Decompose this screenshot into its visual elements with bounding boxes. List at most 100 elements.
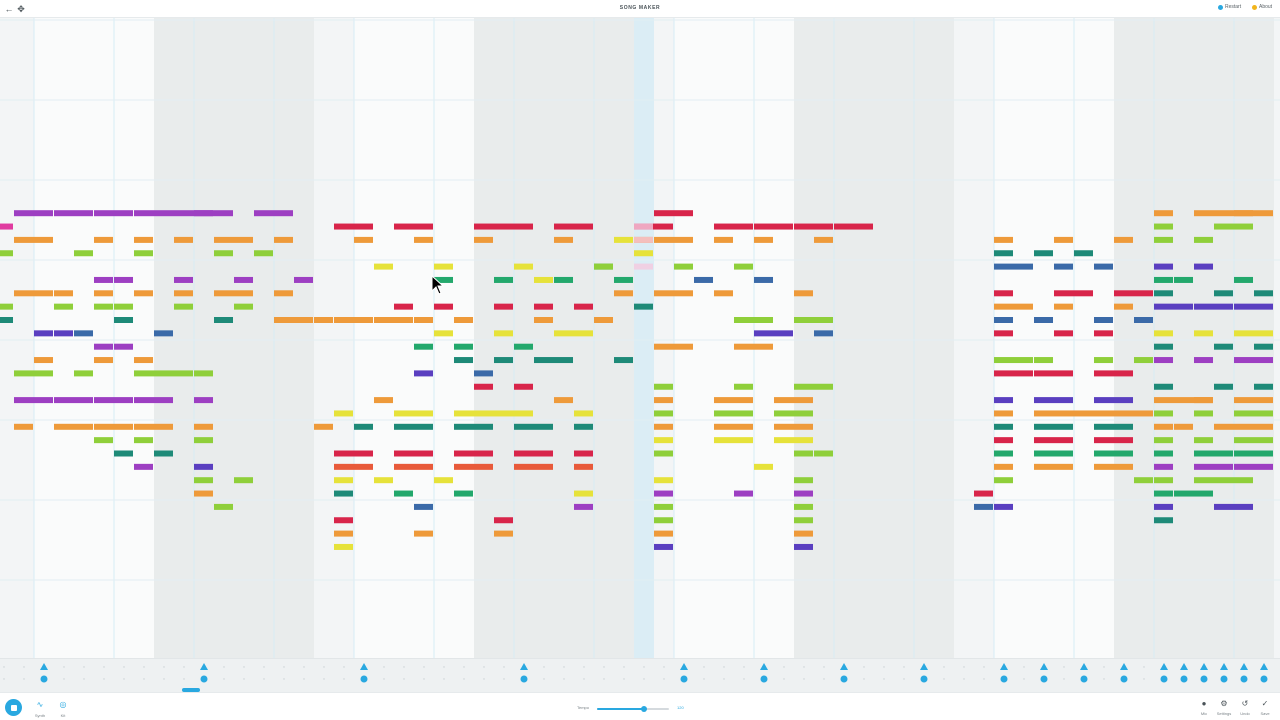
- percussion-empty-cell[interactable]: [983, 666, 985, 668]
- percussion-circle-note[interactable]: [1120, 675, 1128, 683]
- melody-note[interactable]: [234, 303, 253, 310]
- melody-note[interactable]: [354, 236, 373, 243]
- melody-note[interactable]: [1194, 477, 1253, 484]
- percussion-triangle-note[interactable]: [1040, 663, 1048, 670]
- melody-note[interactable]: [1054, 290, 1093, 297]
- percussion-empty-cell[interactable]: [963, 666, 965, 668]
- melody-note[interactable]: [1154, 343, 1173, 350]
- percussion-circle-note[interactable]: [1200, 675, 1208, 683]
- percussion-circle-note[interactable]: [1080, 675, 1088, 683]
- melody-note[interactable]: [334, 410, 353, 417]
- melody-note[interactable]: [0, 303, 13, 310]
- scrollbar-thumb[interactable]: [182, 688, 200, 692]
- melody-note[interactable]: [994, 290, 1013, 297]
- percussion-triangle-note[interactable]: [1000, 663, 1008, 670]
- melody-note[interactable]: [654, 490, 673, 497]
- percussion-empty-cell[interactable]: [823, 666, 825, 668]
- melody-note[interactable]: [354, 423, 373, 430]
- percussion-empty-cell[interactable]: [583, 666, 585, 668]
- melody-note[interactable]: [1054, 330, 1073, 337]
- percussion-empty-cell[interactable]: [743, 666, 745, 668]
- melody-note[interactable]: [94, 343, 113, 350]
- melody-note[interactable]: [394, 423, 433, 430]
- percussion-empty-cell[interactable]: [103, 678, 105, 680]
- percussion-empty-cell[interactable]: [483, 666, 485, 668]
- percussion-empty-cell[interactable]: [463, 678, 465, 680]
- melody-note[interactable]: [154, 330, 173, 337]
- melody-note[interactable]: [394, 223, 433, 230]
- melody-note[interactable]: [234, 477, 253, 484]
- melody-note[interactable]: [1174, 276, 1193, 283]
- percussion-empty-cell[interactable]: [143, 678, 145, 680]
- melody-note[interactable]: [1234, 463, 1273, 470]
- percussion-empty-cell[interactable]: [723, 666, 725, 668]
- melody-note[interactable]: [474, 223, 533, 230]
- melody-note[interactable]: [54, 303, 73, 310]
- melody-note[interactable]: [794, 530, 813, 537]
- melody-note[interactable]: [1194, 210, 1253, 217]
- melody-note[interactable]: [1214, 343, 1233, 350]
- melody-note[interactable]: [494, 357, 513, 364]
- melody-note[interactable]: [1034, 463, 1073, 470]
- melody-note[interactable]: [254, 210, 293, 217]
- melody-note[interactable]: [134, 437, 153, 444]
- percussion-empty-cell[interactable]: [643, 666, 645, 668]
- melody-note[interactable]: [434, 303, 453, 310]
- percussion-empty-cell[interactable]: [563, 678, 565, 680]
- melody-note[interactable]: [394, 463, 433, 470]
- percussion-empty-cell[interactable]: [963, 678, 965, 680]
- melody-note[interactable]: [94, 437, 113, 444]
- melody-note[interactable]: [1154, 290, 1173, 297]
- percussion-empty-cell[interactable]: [123, 666, 125, 668]
- percussion-empty-cell[interactable]: [23, 666, 25, 668]
- melody-note[interactable]: [494, 517, 513, 524]
- melody-note[interactable]: [394, 303, 413, 310]
- percussion-triangle-note[interactable]: [840, 663, 848, 670]
- melody-note[interactable]: [54, 397, 93, 404]
- melody-note[interactable]: [1154, 263, 1173, 270]
- melody-note[interactable]: [274, 317, 313, 323]
- percussion-empty-cell[interactable]: [583, 678, 585, 680]
- percussion-empty-cell[interactable]: [343, 666, 345, 668]
- melody-note[interactable]: [554, 223, 593, 230]
- melody-note[interactable]: [814, 236, 833, 243]
- melody-note[interactable]: [654, 343, 693, 350]
- melody-note[interactable]: [554, 330, 593, 337]
- percussion-empty-cell[interactable]: [83, 678, 85, 680]
- melody-note[interactable]: [374, 397, 393, 404]
- melody-note[interactable]: [574, 463, 593, 470]
- percussion-empty-cell[interactable]: [743, 678, 745, 680]
- melody-note[interactable]: [134, 250, 153, 257]
- melody-note[interactable]: [794, 450, 813, 457]
- percussion-circle-note[interactable]: [1180, 675, 1188, 683]
- melody-note[interactable]: [994, 303, 1033, 310]
- melody-note[interactable]: [334, 530, 353, 537]
- melody-note[interactable]: [134, 236, 153, 243]
- melody-note[interactable]: [994, 463, 1013, 470]
- melody-note[interactable]: [374, 317, 413, 323]
- melody-note[interactable]: [1154, 210, 1173, 217]
- percussion-empty-cell[interactable]: [443, 678, 445, 680]
- melody-note[interactable]: [454, 463, 493, 470]
- melody-note[interactable]: [474, 370, 493, 377]
- melody-note[interactable]: [754, 236, 773, 243]
- melody-note[interactable]: [1154, 437, 1173, 444]
- melody-note[interactable]: [334, 450, 373, 457]
- melody-note[interactable]: [794, 517, 813, 524]
- melody-note[interactable]: [34, 330, 53, 337]
- melody-note[interactable]: [1034, 250, 1053, 257]
- melody-note[interactable]: [34, 357, 53, 364]
- percussion-empty-cell[interactable]: [3, 666, 5, 668]
- melody-note[interactable]: [1154, 236, 1173, 243]
- percussion-empty-cell[interactable]: [863, 666, 865, 668]
- melody-note[interactable]: [1154, 503, 1173, 510]
- melody-note[interactable]: [1254, 290, 1273, 297]
- melody-note[interactable]: [974, 490, 993, 497]
- melody-note[interactable]: [174, 236, 193, 243]
- melody-note[interactable]: [1094, 317, 1113, 323]
- percussion-circle-note[interactable]: [760, 675, 768, 683]
- melody-note[interactable]: [1094, 397, 1133, 404]
- percussion-empty-cell[interactable]: [423, 678, 425, 680]
- melody-note[interactable]: [474, 236, 493, 243]
- melody-note[interactable]: [734, 383, 753, 390]
